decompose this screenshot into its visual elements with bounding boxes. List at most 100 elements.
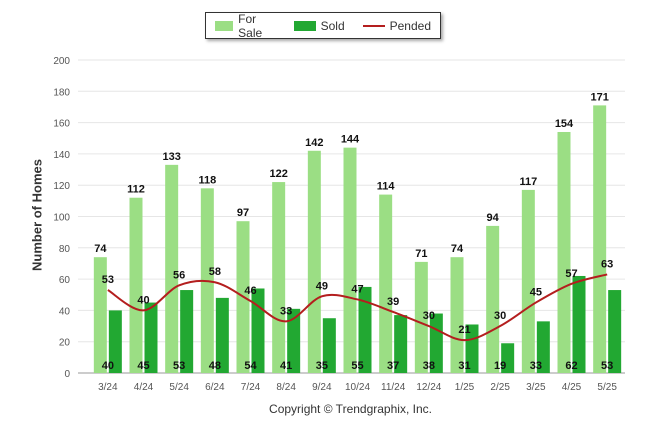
data-label-pended: 63: [601, 258, 613, 270]
bar-sold: [465, 324, 479, 373]
legend-swatch-sold: [293, 20, 316, 31]
data-label-pended: 33: [280, 305, 292, 317]
data-label-pended: 21: [458, 324, 470, 336]
data-label-sold: 53: [601, 360, 613, 372]
data-label-sold: 35: [316, 360, 328, 372]
legend-item-pended: Pended: [362, 18, 431, 33]
data-label-pended: 57: [565, 268, 577, 280]
x-tick-label: 8/24: [276, 382, 296, 393]
data-label-pended: 46: [244, 285, 256, 297]
bar-for-sale: [93, 257, 107, 373]
bar-for-sale: [557, 131, 571, 373]
x-tick-label: 2/25: [490, 382, 510, 393]
bar-for-sale: [272, 182, 286, 373]
bar-sold: [322, 318, 336, 373]
bar-sold: [358, 286, 372, 373]
bar-sold: [180, 290, 194, 373]
data-label-for-sale: 122: [269, 168, 287, 180]
data-label-for-sale: 112: [127, 184, 145, 196]
bar-for-sale: [593, 105, 607, 373]
data-label-for-sale: 94: [487, 212, 500, 224]
data-label-sold: 48: [209, 360, 221, 372]
data-label-for-sale: 71: [415, 248, 427, 260]
bar-sold: [536, 321, 550, 373]
data-label-sold: 45: [137, 360, 149, 372]
data-label-sold: 62: [565, 360, 577, 372]
data-label-pended: 30: [423, 310, 435, 322]
y-tick-label: 40: [59, 306, 71, 317]
data-label-for-sale: 171: [590, 91, 608, 103]
data-label-sold: 40: [102, 360, 114, 372]
data-label-pended: 47: [351, 283, 363, 295]
data-label-sold: 33: [530, 360, 542, 372]
x-tick-label: 5/24: [169, 382, 189, 393]
bar-for-sale: [343, 147, 357, 373]
x-tick-label: 6/24: [205, 382, 225, 393]
x-tick-label: 10/24: [345, 382, 370, 393]
x-tick-label: 5/25: [597, 382, 617, 393]
y-axis-label: Number of Homes: [29, 159, 45, 271]
x-tick-label: 11/24: [381, 382, 406, 393]
data-label-for-sale: 154: [555, 118, 574, 130]
legend-label-pended: Pended: [389, 18, 431, 33]
data-label-pended: 49: [316, 280, 328, 292]
data-label-pended: 39: [387, 296, 399, 308]
x-tick-label: 9/24: [312, 382, 332, 393]
data-label-pended: 53: [102, 274, 114, 286]
bar-sold: [394, 315, 408, 373]
legend-swatch-for-sale: [215, 20, 234, 31]
x-tick-label: 1/25: [455, 382, 475, 393]
bar-sold: [144, 302, 158, 373]
y-tick-label: 20: [59, 338, 71, 349]
bar-sold: [608, 290, 622, 373]
data-label-for-sale: 142: [305, 137, 323, 149]
bar-sold: [501, 343, 515, 373]
data-label-sold: 55: [351, 360, 363, 372]
data-label-pended: 30: [494, 310, 506, 322]
y-tick-label: 140: [53, 150, 70, 161]
chart-legend: For Sale Sold Pended: [205, 11, 441, 40]
data-label-for-sale: 117: [519, 176, 537, 188]
y-tick-label: 180: [53, 87, 70, 98]
y-tick-label: 60: [59, 275, 71, 286]
x-tick-label: 4/24: [134, 382, 154, 393]
data-label-for-sale: 74: [451, 243, 464, 255]
legend-label-for-sale: For Sale: [238, 11, 263, 40]
legend-item-sold: Sold: [293, 18, 345, 33]
data-label-for-sale: 118: [198, 174, 216, 186]
bar-for-sale: [307, 150, 321, 373]
copyright-text: Copyright © Trendgraphix, Inc.: [269, 402, 432, 416]
bar-for-sale: [129, 197, 143, 373]
x-tick-label: 4/25: [562, 382, 582, 393]
bar-sold: [572, 275, 586, 373]
bar-for-sale: [379, 194, 393, 373]
data-label-sold: 31: [458, 360, 470, 372]
data-label-sold: 38: [423, 360, 435, 372]
bar-sold: [215, 297, 229, 373]
data-label-for-sale: 97: [237, 207, 249, 219]
data-label-for-sale: 74: [94, 243, 107, 255]
data-label-sold: 19: [494, 360, 506, 372]
bar-sold: [287, 308, 301, 373]
data-label-for-sale: 144: [341, 134, 360, 146]
x-tick-label: 12/24: [416, 382, 441, 393]
data-label-for-sale: 133: [162, 151, 180, 163]
data-label-pended: 40: [137, 294, 149, 306]
y-tick-label: 100: [53, 213, 70, 224]
y-tick-label: 80: [59, 244, 71, 255]
legend-swatch-pended: [362, 24, 385, 27]
y-tick-label: 160: [53, 119, 70, 130]
line-pended: [107, 273, 608, 342]
y-tick-label: 120: [53, 181, 70, 192]
data-label-pended: 56: [173, 269, 185, 281]
bar-for-sale: [486, 225, 500, 373]
bar-sold: [108, 310, 122, 373]
data-label-sold: 54: [244, 360, 257, 372]
data-label-sold: 53: [173, 360, 185, 372]
data-label-sold: 41: [280, 360, 292, 372]
bar-for-sale: [414, 261, 428, 373]
legend-label-sold: Sold: [320, 18, 345, 33]
data-label-sold: 37: [387, 360, 399, 372]
y-tick-label: 0: [64, 369, 70, 380]
